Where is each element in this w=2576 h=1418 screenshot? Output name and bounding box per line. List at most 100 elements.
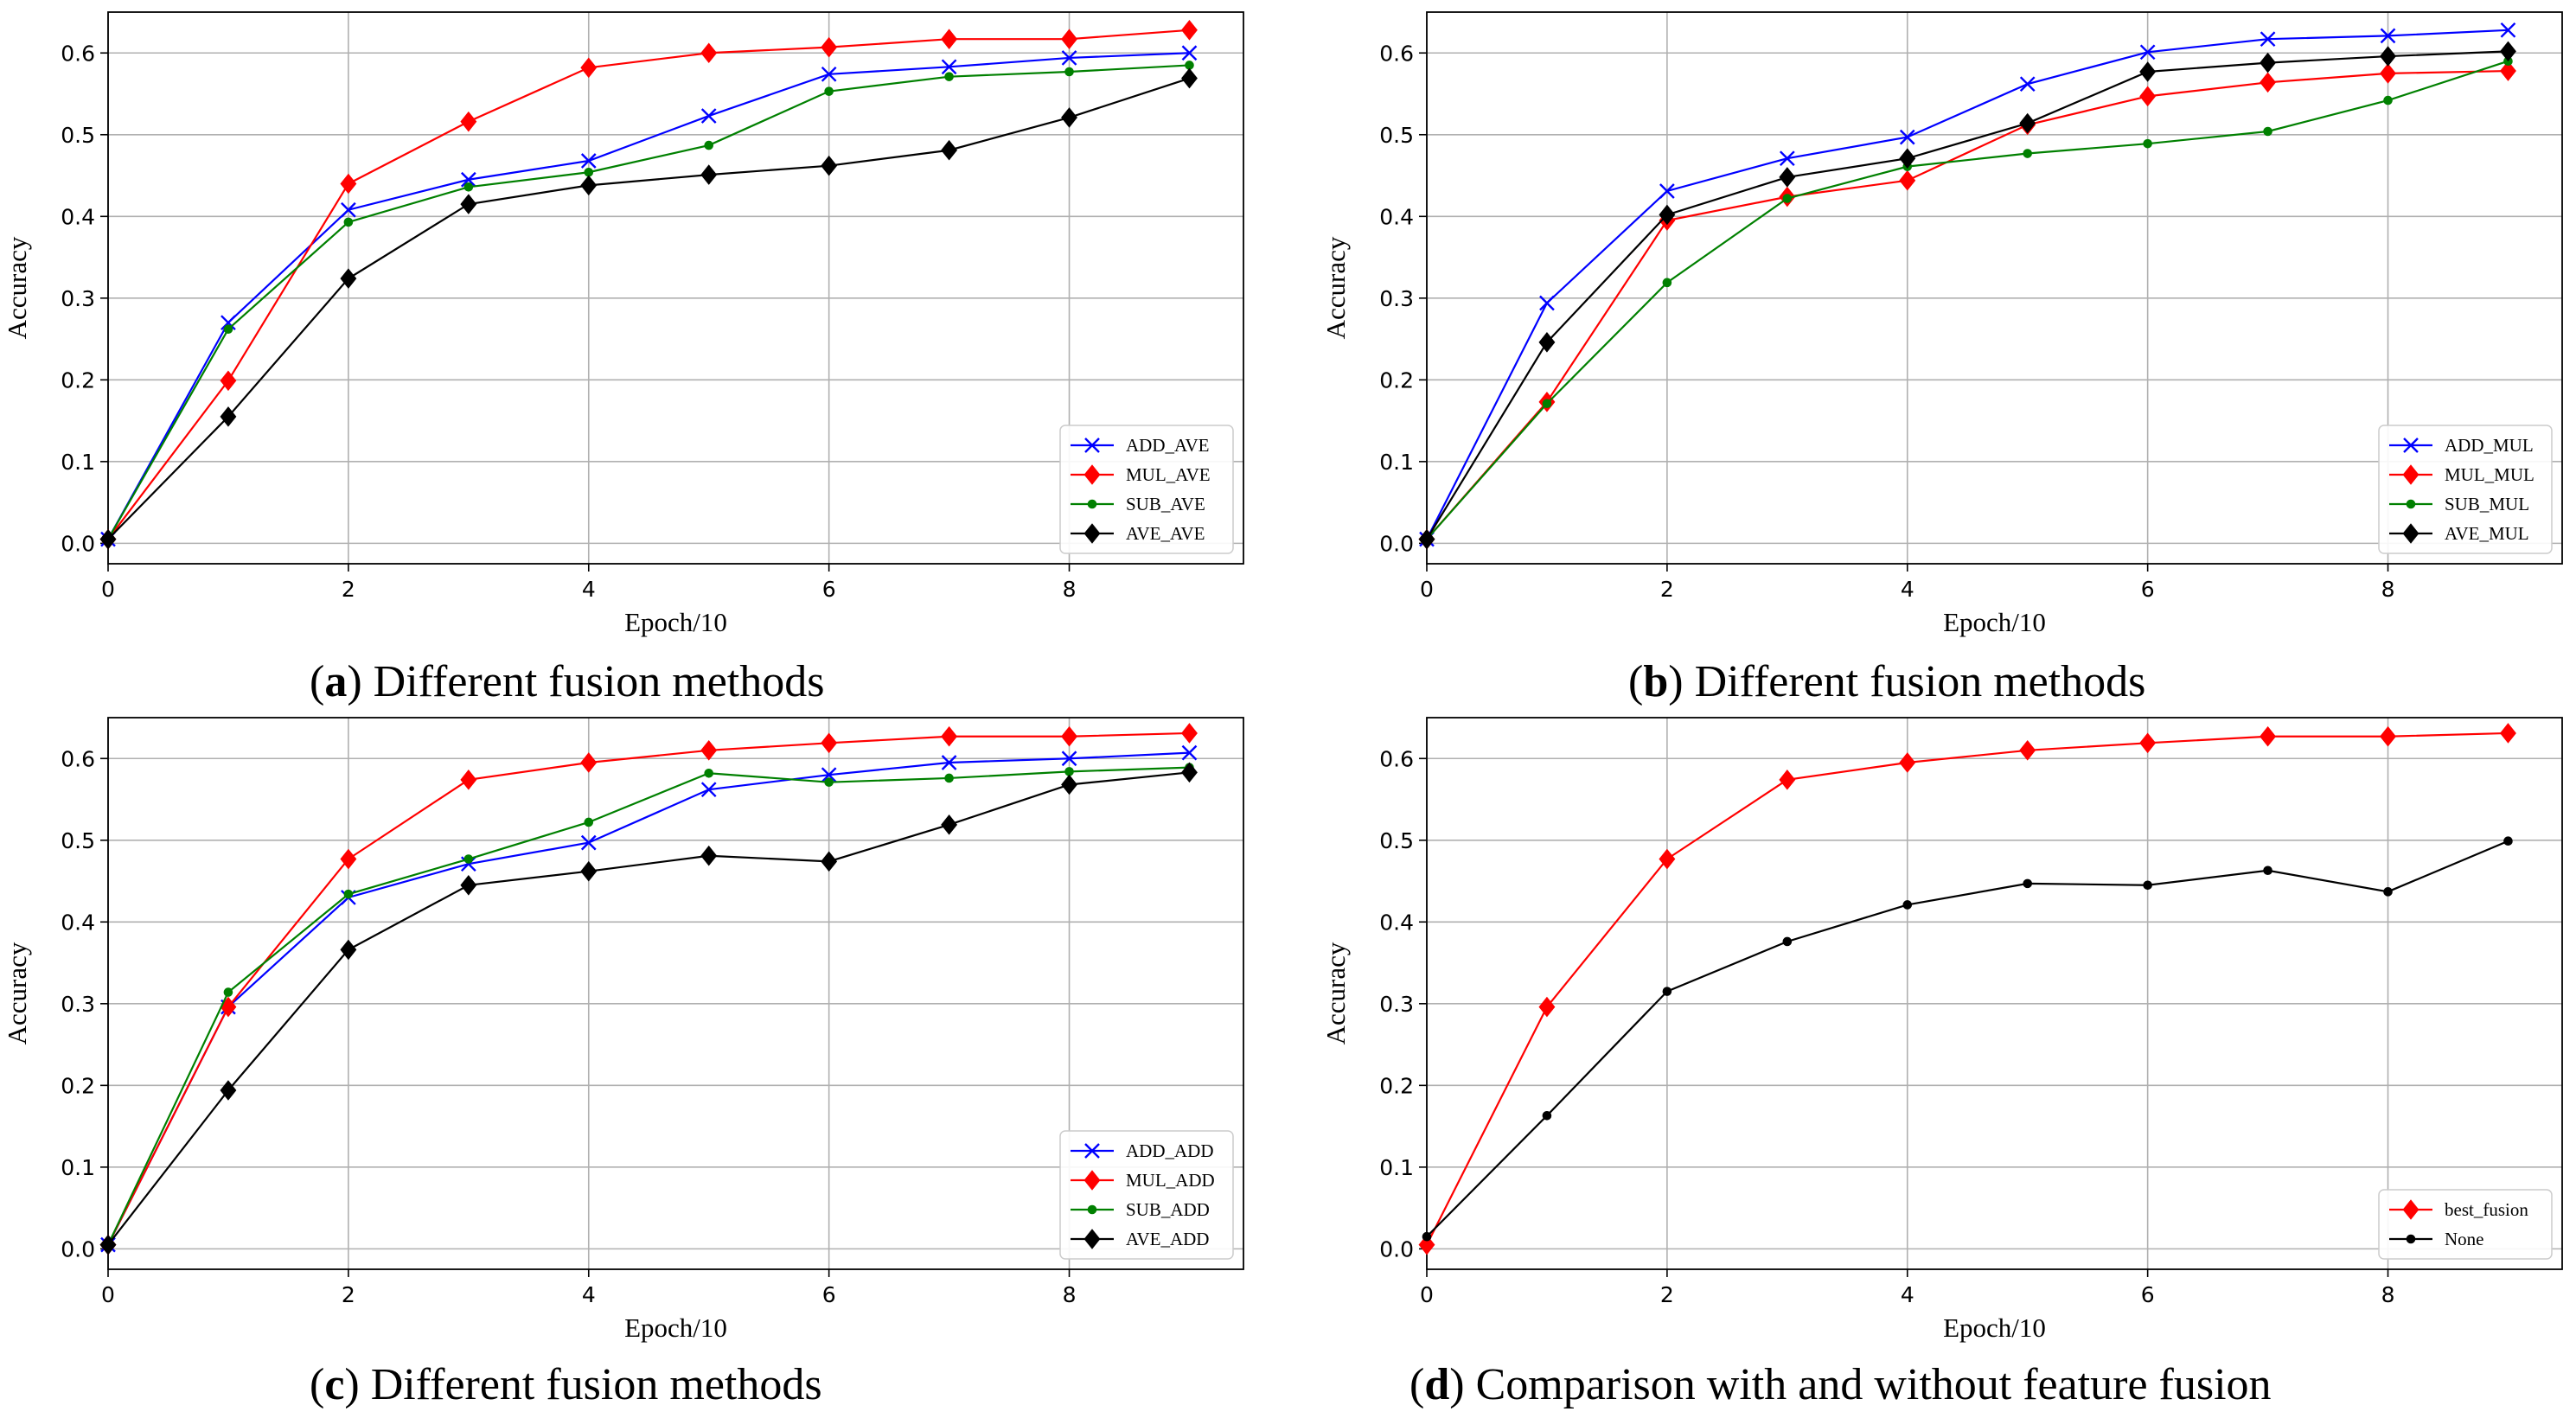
data-point	[223, 324, 233, 335]
legend-marker	[2402, 464, 2419, 485]
series-line	[1426, 29, 2509, 540]
data-point	[941, 755, 957, 770]
series-line	[1426, 50, 2509, 540]
data-point	[941, 725, 958, 747]
data-point	[2383, 95, 2393, 105]
series-line	[1426, 840, 2509, 1237]
data-point	[220, 1080, 237, 1101]
data-point	[1539, 295, 1555, 311]
data-point	[343, 217, 354, 227]
chart-caption: (b) Different fusion methods	[1628, 657, 2145, 706]
data-point	[821, 851, 838, 872]
legend-label: AVE_MUL	[2445, 523, 2529, 544]
plot-frame	[107, 11, 1244, 565]
series-line	[1426, 60, 2509, 540]
y-tick-label: 0.5	[61, 123, 95, 148]
data-point	[2260, 72, 2277, 93]
data-point	[1779, 167, 1796, 188]
legend: best_fusion None	[2378, 1189, 2553, 1260]
legend-marker	[1087, 1204, 1097, 1215]
data-point	[2380, 725, 2396, 747]
y-tick-label: 0.4	[1379, 204, 1414, 229]
data-point	[460, 171, 476, 188]
data-point	[2019, 76, 2036, 93]
data-point	[2383, 887, 2393, 897]
data-point	[2023, 878, 2033, 889]
y-axis-label: Accuracy	[2, 236, 32, 339]
x-tick-label: 4	[1901, 577, 1914, 602]
data-point	[700, 845, 718, 866]
series-line	[1426, 731, 2509, 1246]
legend-entry: ADD_ADD	[1071, 1140, 1214, 1161]
data-point	[1659, 183, 1675, 199]
data-point	[1782, 194, 1793, 203]
y-tick-label: 0.6	[61, 746, 95, 771]
legend-label: MUL_AVE	[1126, 464, 1211, 485]
chart-c: 0.0 0.1 0.2 0.3 0.4 0.5 0.6 0 2 4 6 8 Epoch/10 Accura…	[2, 717, 1244, 1409]
y-tick-label: 0.1	[1379, 450, 1414, 475]
legend-label: ADD_AVE	[1126, 435, 1209, 456]
data-point	[1418, 528, 1435, 550]
y-tick-label: 0.6	[61, 41, 95, 66]
data-point	[700, 740, 718, 761]
data-point	[1899, 752, 1916, 773]
legend-label: best_fusion	[2445, 1199, 2528, 1220]
y-tick-label: 0.2	[61, 1073, 95, 1098]
data-point	[460, 770, 477, 790]
data-point	[944, 72, 954, 81]
y-tick-label: 0.1	[61, 450, 95, 475]
series-ave-add	[99, 762, 1198, 1255]
data-point	[700, 42, 718, 64]
data-point	[580, 57, 598, 79]
y-tick-label: 0.5	[1379, 828, 1414, 853]
data-point	[2139, 61, 2157, 82]
data-point	[2139, 86, 2157, 107]
legend-label: ADD_ADD	[1126, 1140, 1214, 1161]
data-point	[700, 108, 717, 124]
data-point	[1782, 936, 1793, 947]
data-point	[2143, 138, 2152, 149]
data-point	[1422, 1231, 1432, 1242]
x-tick-label: 6	[2141, 577, 2155, 602]
legend-entry: SUB_ADD	[1071, 1199, 1210, 1220]
legend-entry: MUL_ADD	[1071, 1170, 1215, 1191]
x-tick-label: 4	[582, 1282, 596, 1307]
data-point	[2019, 740, 2036, 761]
legend-marker	[2403, 438, 2419, 453]
data-point	[944, 773, 954, 783]
legend-label: SUB_AVE	[1126, 494, 1205, 514]
x-tick-label: 8	[1063, 1282, 1077, 1307]
legend-box	[1059, 425, 1234, 554]
chart-caption: (a) Different fusion methods	[310, 657, 824, 706]
series-line	[107, 751, 1190, 1246]
y-tick-label: 0.2	[61, 367, 95, 393]
legend-label: MUL_MUL	[2445, 464, 2534, 485]
legend-box	[2378, 425, 2553, 554]
y-tick-label: 0.6	[1379, 746, 1414, 771]
x-tick-label: 0	[101, 577, 115, 602]
data-point	[1662, 987, 1672, 996]
legend: ADD_ADD MUL_ADD SUB_ADD AVE_ADD	[1059, 1130, 1234, 1260]
x-axis-label: Epoch/10	[1943, 1313, 2046, 1343]
y-tick-label: 0.3	[61, 286, 95, 311]
data-point	[941, 139, 958, 161]
data-point	[2263, 126, 2272, 137]
data-point	[704, 140, 714, 150]
data-point	[1899, 169, 1916, 191]
data-point	[223, 987, 233, 997]
legend-entry: ADD_AVE	[1071, 435, 1209, 456]
data-point	[704, 768, 714, 778]
legend-box	[1059, 1130, 1234, 1260]
series-line	[1426, 69, 2509, 540]
legend-label: ADD_MUL	[2445, 435, 2534, 456]
data-point	[463, 854, 474, 864]
legend-entry: AVE_AVE	[1071, 523, 1205, 544]
series-line	[107, 77, 1190, 540]
legend-marker	[2406, 499, 2416, 509]
x-tick-label: 8	[2381, 1282, 2395, 1307]
data-point	[821, 155, 838, 176]
x-tick-label: 2	[1660, 1282, 1674, 1307]
y-axis-label: Accuracy	[1320, 236, 1351, 339]
data-point	[1902, 900, 1913, 910]
legend-label: None	[2445, 1229, 2484, 1249]
